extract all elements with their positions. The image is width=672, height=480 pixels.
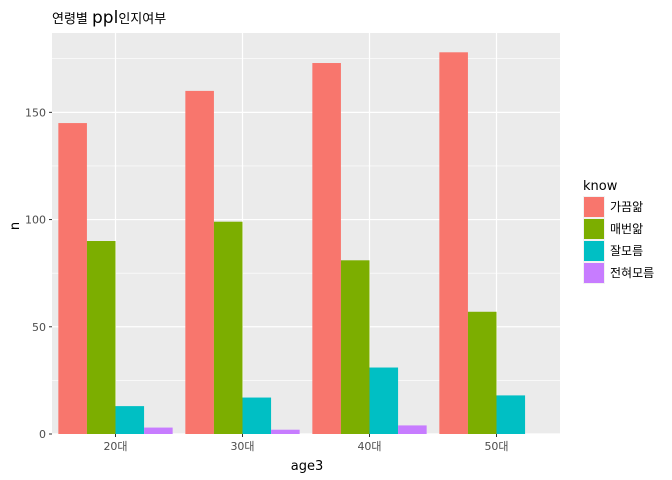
legend-label: 매번앎	[610, 222, 643, 236]
bar	[398, 425, 427, 434]
bar	[115, 406, 145, 434]
legend-key	[584, 219, 604, 239]
x-tick-label: 40대	[357, 440, 381, 453]
y-axis-title: n	[8, 222, 23, 230]
bar	[242, 397, 272, 434]
chart-title-part-2: ppl	[92, 8, 118, 28]
bar	[58, 123, 87, 434]
chart-title: 연령별 ppl인지여부	[52, 8, 166, 28]
bar	[496, 395, 526, 434]
legend-label: 전혀모름	[610, 266, 654, 280]
bar	[369, 367, 399, 434]
legend-label: 가끔앎	[610, 200, 643, 214]
legend-key	[584, 197, 604, 217]
x-tick-label: 20대	[103, 440, 127, 453]
bars-layer	[58, 52, 526, 434]
legend-title: know	[583, 179, 618, 194]
y-tick-label: 100	[25, 214, 46, 227]
bar	[213, 221, 243, 434]
x-axis: 20대 30대 40대 50대	[103, 434, 509, 453]
x-axis-title: age3	[291, 459, 324, 474]
y-tick-label: 0	[39, 428, 46, 441]
legend-key	[584, 241, 604, 261]
bar	[185, 90, 214, 434]
legend-key	[584, 263, 604, 283]
bar	[271, 429, 300, 434]
chart-title-part-1: 연령별	[52, 12, 92, 27]
bar	[467, 311, 497, 434]
x-tick-label: 50대	[484, 440, 508, 453]
legend-label: 잘모름	[610, 244, 643, 258]
y-tick-label: 150	[25, 106, 46, 119]
bar	[439, 52, 468, 434]
y-tick-label: 50	[32, 321, 46, 334]
bar	[86, 241, 116, 434]
bar	[312, 63, 341, 434]
bar	[144, 427, 173, 434]
chart-title-part-3: 인지여부	[118, 12, 166, 27]
bar	[340, 260, 370, 434]
y-axis: 0 50 100 150	[25, 106, 52, 441]
x-tick-label: 30대	[230, 440, 254, 453]
